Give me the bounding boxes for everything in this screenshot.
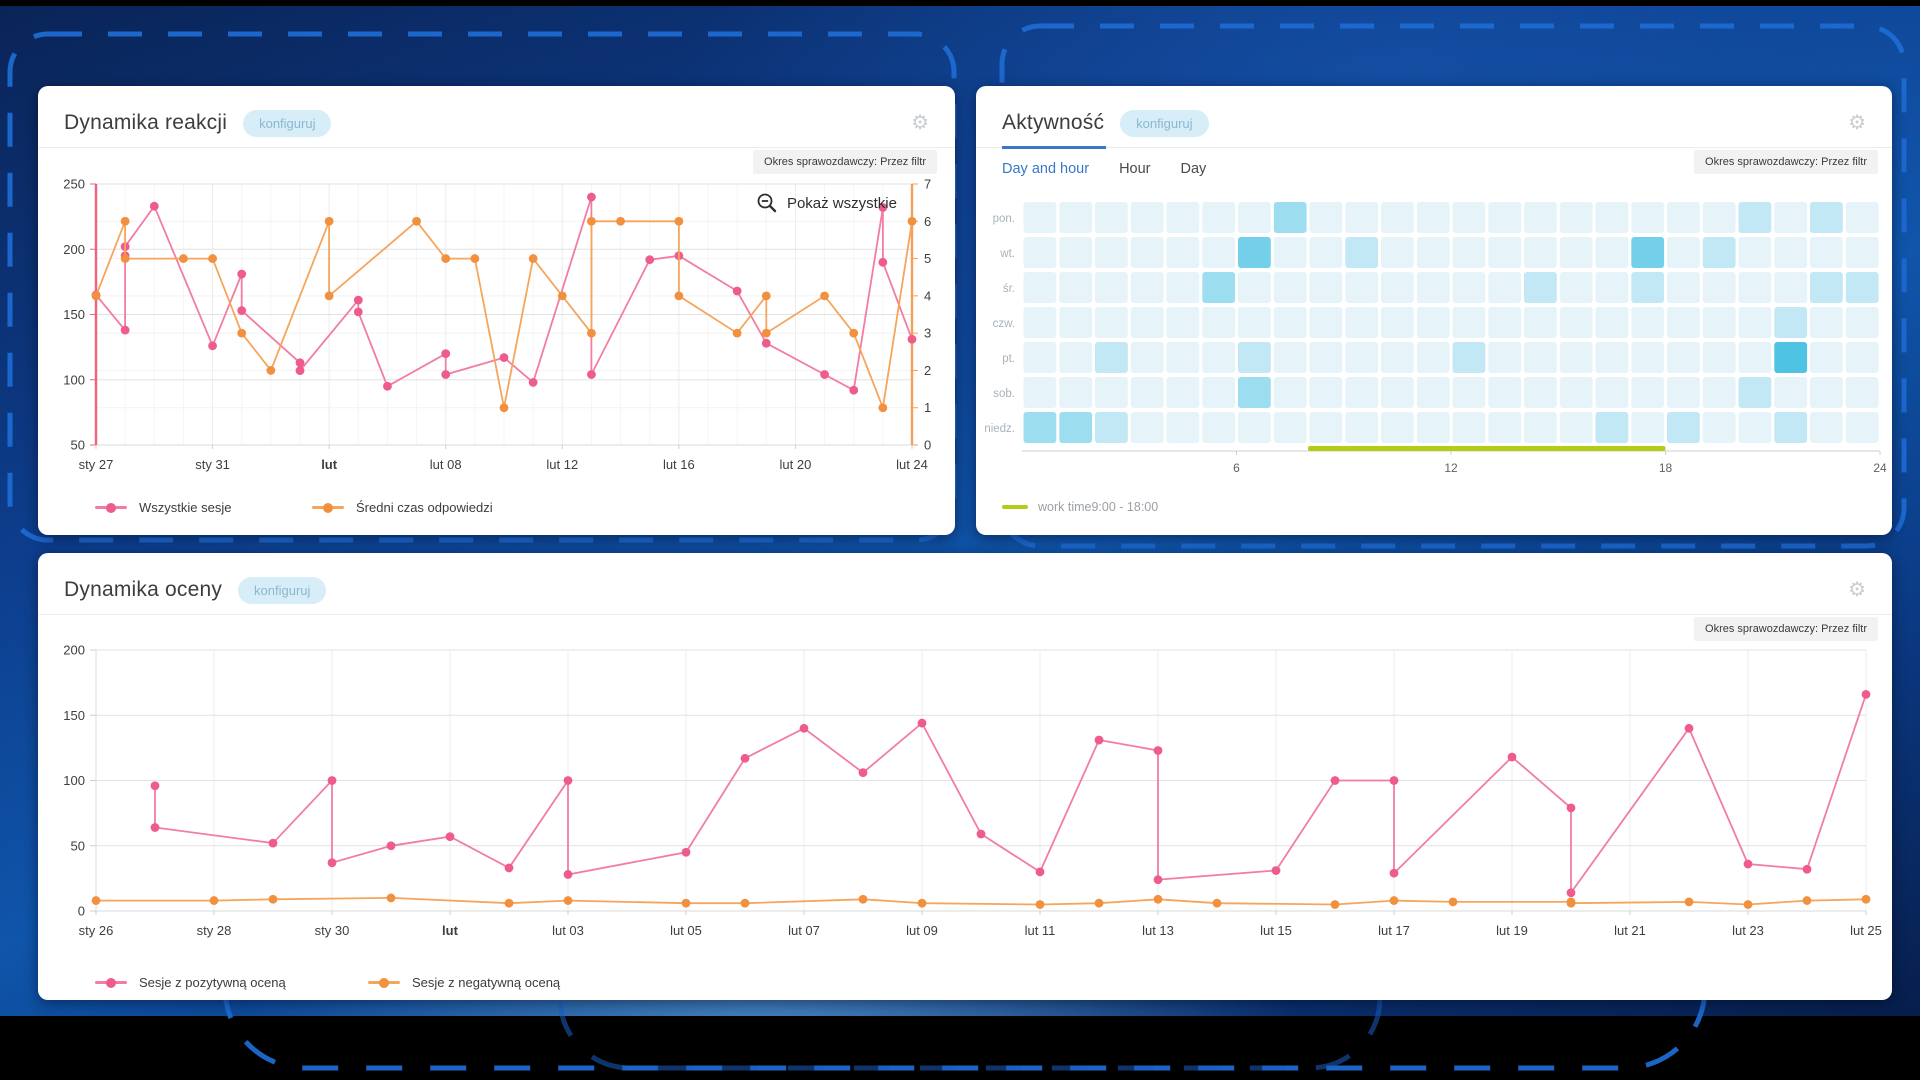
activity-tabs: Day and hour Hour Day [1002,161,1206,177]
svg-text:100: 100 [63,773,85,788]
svg-text:lut 25: lut 25 [1850,923,1882,938]
svg-text:18: 18 [1659,461,1673,475]
svg-text:200: 200 [63,242,85,257]
panel-reactions: Dynamika reakcji konfiguruj ⚙ Okres spra… [38,86,955,535]
svg-text:sty 31: sty 31 [195,457,230,472]
rating-line-chart[interactable]: 0 50 100 150 200 sty 26 sty 28 sty 30 lut lut 03 l… [38,615,1892,960]
tab-day[interactable]: Day [1180,161,1207,177]
svg-text:lut 12: lut 12 [546,457,578,472]
svg-text:niedz.: niedz. [984,423,1015,435]
legend-item-avg-response[interactable]: Średni czas odpowiedzi [312,500,493,515]
zoom-out-icon [757,193,777,213]
svg-text:pon.: pon. [993,213,1015,225]
svg-text:lut 13: lut 13 [1142,923,1174,938]
panel-rating-body: Okres sprawozdawczy: Przez filtr 0 50 100 1… [38,615,1892,1000]
svg-text:pt.: pt. [1002,353,1015,365]
svg-text:0: 0 [924,438,931,453]
panel-activity-title: Aktywność [1002,111,1105,134]
legend-marker-pink [95,977,127,988]
panel-activity-header: Aktywność konfiguruj ⚙ [976,86,1892,145]
svg-text:sty 30: sty 30 [315,923,350,938]
svg-text:lut 23: lut 23 [1732,923,1764,938]
svg-text:6: 6 [1233,461,1240,475]
svg-text:12: 12 [1444,461,1458,475]
svg-text:lut 17: lut 17 [1378,923,1410,938]
panel-rating-header: Dynamika oceny konfiguruj ⚙ [38,553,1892,612]
svg-text:lut: lut [321,457,338,472]
panel-reactions-header: Dynamika reakcji konfiguruj ⚙ [38,86,955,145]
svg-text:250: 250 [63,177,85,192]
svg-text:czw.: czw. [993,318,1015,330]
header-divider [976,147,1892,148]
legend-marker-orange [312,502,344,513]
svg-text:3: 3 [924,326,931,341]
panel-reactions-title: Dynamika reakcji [64,111,228,134]
header-divider [38,614,1892,615]
work-time-marker [1002,505,1028,509]
configure-button[interactable]: konfiguruj [243,109,332,137]
svg-text:200: 200 [63,643,85,658]
svg-text:150: 150 [63,708,85,723]
legend-item-all-sessions[interactable]: Wszystkie sesje [95,500,231,515]
activity-heatmap[interactable]: pon. wt. śr. czw. pt. sob. niedz. 6 12 18 24 [976,188,1892,488]
tab-day-and-hour[interactable]: Day and hour [1002,161,1090,177]
svg-text:lut 11: lut 11 [1025,923,1056,938]
report-period-badge: Okres sprawozdawczy: Przez filtr [1694,617,1878,641]
configure-button[interactable]: konfiguruj [1120,109,1209,137]
header-divider [38,147,955,148]
svg-text:lut 21: lut 21 [1614,923,1646,938]
svg-text:2: 2 [924,363,931,378]
svg-text:4: 4 [924,288,931,303]
svg-text:sty 27: sty 27 [79,457,114,472]
svg-text:lut 16: lut 16 [663,457,695,472]
svg-text:śr.: śr. [1003,283,1015,295]
svg-text:sob.: sob. [993,388,1015,400]
svg-text:lut 07: lut 07 [788,923,820,938]
legend-marker-pink [95,502,127,513]
svg-text:100: 100 [63,372,85,387]
svg-text:150: 150 [63,307,85,322]
legend-item-negative[interactable]: Sesje z negatywną oceną [368,975,560,990]
configure-button[interactable]: konfiguruj [238,576,327,604]
gear-icon[interactable]: ⚙ [911,112,929,134]
svg-text:50: 50 [71,438,85,453]
svg-text:wt.: wt. [999,248,1015,260]
svg-text:lut 24: lut 24 [896,457,928,472]
gear-icon[interactable]: ⚙ [1848,112,1866,134]
svg-text:24: 24 [1873,461,1887,475]
svg-text:5: 5 [924,251,931,266]
svg-text:lut: lut [442,923,459,938]
work-time-legend: work time9:00 - 18:00 [1002,500,1158,514]
svg-text:50: 50 [71,838,85,853]
legend-item-positive[interactable]: Sesje z pozytywną oceną [95,975,286,990]
gear-icon[interactable]: ⚙ [1848,579,1866,601]
panel-rating: Dynamika oceny konfiguruj ⚙ Okres sprawo… [38,553,1892,1000]
panel-rating-title: Dynamika oceny [64,578,223,601]
svg-text:lut 09: lut 09 [906,923,938,938]
svg-text:7: 7 [924,177,931,192]
svg-text:lut 08: lut 08 [430,457,462,472]
panel-activity-body: Day and hour Hour Day Okres sprawozdawcz… [976,146,1892,535]
svg-text:lut 20: lut 20 [780,457,812,472]
svg-text:lut 19: lut 19 [1496,923,1528,938]
svg-text:6: 6 [924,214,931,229]
svg-text:sty 28: sty 28 [197,923,232,938]
tab-hour[interactable]: Hour [1119,161,1151,177]
report-period-badge: Okres sprawozdawczy: Przez filtr [753,150,937,174]
svg-text:lut 05: lut 05 [670,923,702,938]
svg-text:1: 1 [924,400,931,415]
report-period-badge: Okres sprawozdawczy: Przez filtr [1694,150,1878,174]
svg-text:lut 15: lut 15 [1260,923,1292,938]
svg-text:0: 0 [78,904,85,919]
panel-reactions-body: Okres sprawozdawczy: Przez filtr Pokaż w… [38,148,955,535]
panel-activity: Aktywność konfiguruj ⚙ Day and hour Hour… [976,86,1892,535]
show-all-button[interactable]: Pokaż wszystkie [756,192,897,214]
svg-text:lut 03: lut 03 [552,923,584,938]
reactions-line-chart[interactable]: 50 100 150 200 250 0 1 2 3 4 5 6 7 sty 27 sty 31 lut lut… [38,148,955,493]
svg-text:sty 26: sty 26 [79,923,114,938]
legend-marker-orange [368,977,400,988]
active-tab-indicator [1002,146,1106,149]
